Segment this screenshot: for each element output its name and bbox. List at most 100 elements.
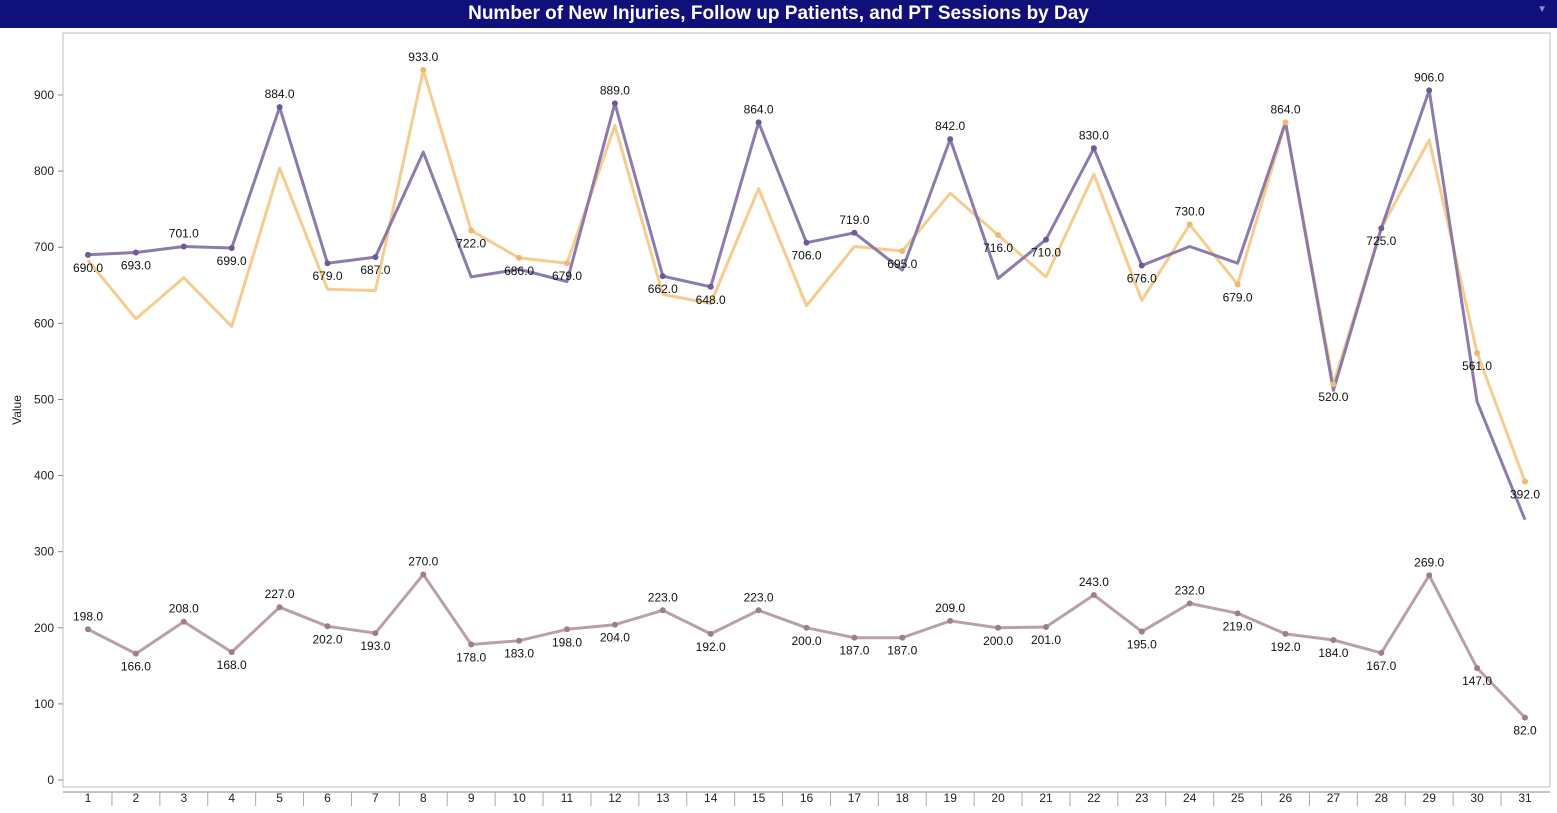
y-tick-label: 0 bbox=[47, 773, 54, 787]
data-point bbox=[1378, 649, 1385, 656]
data-point bbox=[1426, 572, 1433, 579]
x-tick-label: 21 bbox=[1039, 791, 1053, 805]
x-tick-label: 2 bbox=[133, 791, 140, 805]
data-label: 204.0 bbox=[600, 631, 630, 645]
data-point bbox=[1090, 592, 1097, 599]
data-label: 82.0 bbox=[1513, 724, 1537, 738]
data-label: 561.0 bbox=[1462, 359, 1492, 373]
data-point bbox=[1282, 630, 1289, 637]
data-point bbox=[1426, 87, 1433, 94]
data-point bbox=[468, 641, 475, 648]
x-tick-label: 22 bbox=[1087, 791, 1101, 805]
plot-frame bbox=[62, 32, 1551, 788]
data-label: 178.0 bbox=[456, 651, 486, 665]
y-tick-label: 200 bbox=[34, 621, 54, 635]
data-label: 722.0 bbox=[456, 236, 486, 250]
data-label: 686.0 bbox=[504, 264, 534, 278]
x-tick-label: 14 bbox=[704, 791, 718, 805]
data-point bbox=[755, 119, 762, 126]
data-label: 690.0 bbox=[73, 261, 103, 275]
data-point bbox=[659, 273, 666, 280]
data-point bbox=[1378, 225, 1385, 232]
x-tick-label: 8 bbox=[420, 791, 427, 805]
data-point bbox=[995, 624, 1002, 631]
data-point bbox=[85, 626, 91, 633]
data-point bbox=[228, 649, 235, 656]
data-point bbox=[851, 229, 858, 236]
data-label: 906.0 bbox=[1414, 70, 1444, 84]
data-label: 676.0 bbox=[1127, 271, 1157, 285]
x-tick-label: 10 bbox=[512, 791, 526, 805]
data-label: 392.0 bbox=[1510, 488, 1540, 502]
data-label: 168.0 bbox=[217, 658, 247, 672]
x-tick-label: 16 bbox=[800, 791, 814, 805]
data-label: 187.0 bbox=[839, 644, 869, 658]
x-tick-label: 19 bbox=[944, 791, 958, 805]
data-point bbox=[1282, 119, 1289, 126]
data-label: 269.0 bbox=[1414, 555, 1444, 569]
data-label: 679.0 bbox=[552, 269, 582, 283]
data-label: 710.0 bbox=[1031, 246, 1061, 260]
data-point bbox=[851, 634, 858, 641]
caret-down-icon[interactable]: ▼ bbox=[1537, 4, 1547, 15]
data-point bbox=[132, 650, 139, 657]
data-label: 192.0 bbox=[696, 640, 726, 654]
x-tick-label: 15 bbox=[752, 791, 766, 805]
x-tick-label: 13 bbox=[656, 791, 670, 805]
data-label: 167.0 bbox=[1366, 659, 1396, 673]
data-point bbox=[611, 100, 618, 107]
data-label: 687.0 bbox=[360, 263, 390, 277]
series-line bbox=[86, 68, 1527, 483]
data-point bbox=[228, 244, 235, 251]
data-point bbox=[324, 623, 331, 630]
x-tick-label: 31 bbox=[1518, 791, 1532, 805]
data-label: 202.0 bbox=[312, 632, 342, 646]
data-label: 219.0 bbox=[1223, 619, 1253, 633]
x-tick-label: 11 bbox=[561, 791, 574, 805]
y-tick-label: 500 bbox=[34, 392, 54, 406]
y-tick-label: 600 bbox=[34, 316, 54, 330]
data-point bbox=[899, 248, 906, 255]
data-point bbox=[564, 260, 570, 267]
data-point bbox=[372, 630, 379, 637]
data-point bbox=[707, 283, 714, 290]
x-tick-label: 5 bbox=[276, 791, 283, 805]
chart-title: Number of New Injuries, Follow up Patien… bbox=[468, 3, 1089, 24]
data-label: 223.0 bbox=[648, 590, 678, 604]
data-point bbox=[132, 249, 139, 256]
data-point bbox=[1186, 221, 1193, 228]
data-label: 889.0 bbox=[600, 83, 630, 97]
data-label: 699.0 bbox=[217, 254, 247, 268]
x-tick-label: 29 bbox=[1423, 791, 1437, 805]
y-tick-label: 100 bbox=[34, 697, 54, 711]
data-point bbox=[420, 571, 427, 578]
data-label: 270.0 bbox=[408, 555, 438, 569]
y-axis: 0 100 200 300 400 500 600 700 800 900 bbox=[34, 88, 63, 787]
data-point bbox=[516, 637, 523, 644]
x-tick-label: 7 bbox=[372, 791, 379, 805]
data-labels: 933.0 722.0 686.0 679.0 695.0 716.0 730.0 679.0… bbox=[73, 50, 1540, 738]
y-tick-label: 700 bbox=[34, 240, 54, 254]
data-label: 200.0 bbox=[791, 634, 821, 648]
series-points bbox=[85, 66, 1528, 721]
y-axis-title: Value bbox=[10, 395, 24, 425]
x-tick-label: 17 bbox=[848, 791, 862, 805]
data-label: 209.0 bbox=[935, 601, 965, 615]
data-point bbox=[1474, 350, 1481, 357]
data-label: 201.0 bbox=[1031, 633, 1061, 647]
data-label: 195.0 bbox=[1127, 638, 1157, 652]
data-point bbox=[372, 254, 379, 261]
data-label: 679.0 bbox=[1223, 291, 1253, 305]
data-point bbox=[1138, 262, 1145, 269]
data-point bbox=[1474, 665, 1481, 672]
x-tick-label: 12 bbox=[608, 791, 622, 805]
data-label: 706.0 bbox=[791, 249, 821, 263]
x-tick-label: 3 bbox=[180, 791, 187, 805]
data-point bbox=[803, 239, 810, 246]
data-point bbox=[1522, 714, 1528, 721]
series-lines bbox=[86, 68, 1527, 719]
data-point bbox=[947, 617, 954, 624]
data-point bbox=[180, 243, 187, 250]
x-tick-label: 6 bbox=[324, 791, 331, 805]
